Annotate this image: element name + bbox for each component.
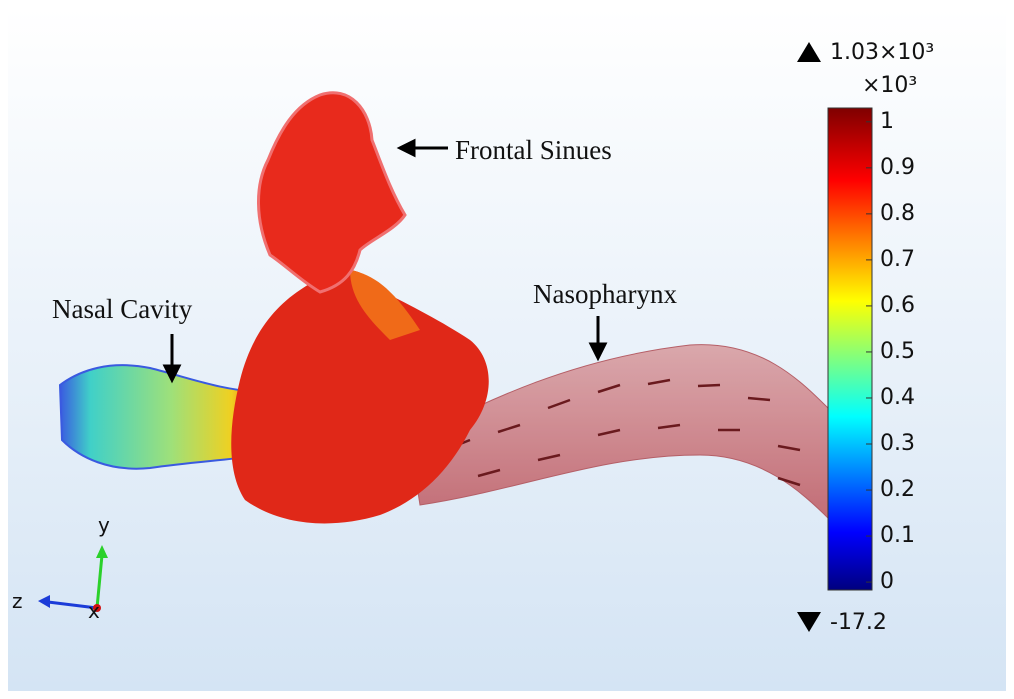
colorbar (828, 108, 872, 590)
colorbar-tick-label: 0.4 (880, 385, 915, 410)
colorbar-multiplier: ×10³ (862, 73, 917, 98)
colorbar-max: 1.03×10³ (830, 40, 934, 65)
colorbar-tick-label: 1 (880, 109, 894, 134)
colorbar-tick-label: 0.5 (880, 339, 915, 364)
colorbar-tick-label: 0.9 (880, 155, 915, 180)
label-nasal: Nasal Cavity (52, 294, 193, 324)
triad-x: x (88, 599, 100, 623)
colorbar-tick-label: 0.6 (880, 293, 915, 318)
colorbar-tick-label: 0.1 (880, 523, 915, 548)
colorbar-tick-label: 0.7 (880, 247, 915, 272)
render: Frontal Sinues Nasal Cavity Nasopharynx … (0, 0, 1014, 699)
label-naso: Nasopharynx (533, 279, 677, 309)
label-frontal: Frontal Sinues (455, 135, 612, 165)
colorbar-tick-label: 0.8 (880, 201, 915, 226)
triad-y: y (98, 513, 110, 537)
colorbar-tick-label: 0.2 (880, 477, 915, 502)
triad-z: z (12, 589, 23, 613)
colorbar-tick-label: 0 (880, 569, 894, 594)
colorbar-min: -17.2 (830, 610, 887, 635)
colorbar-tick-label: 0.3 (880, 431, 915, 456)
